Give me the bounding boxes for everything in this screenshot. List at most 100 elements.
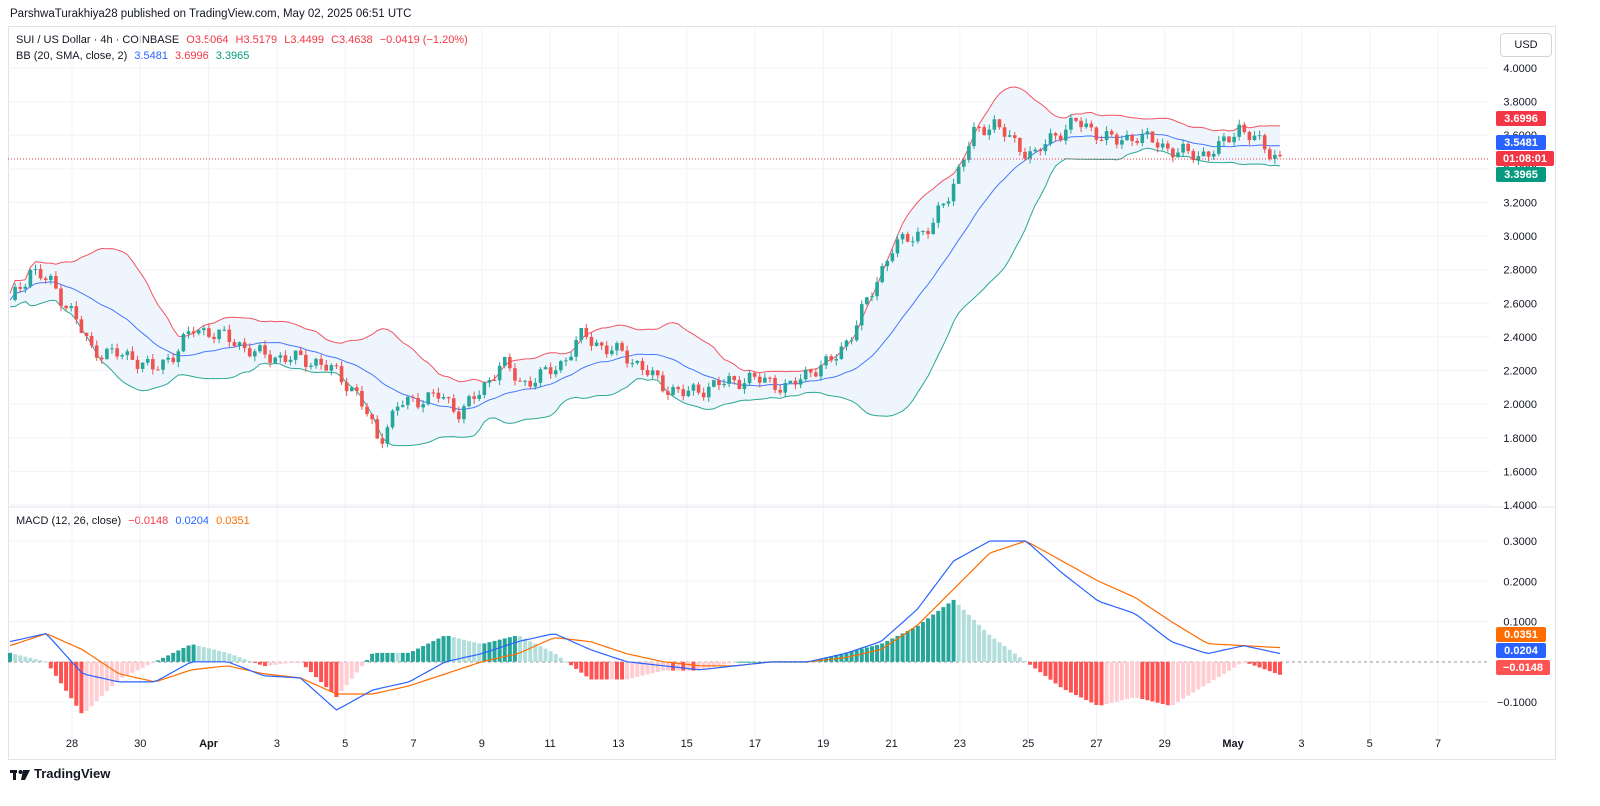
time-tick-label: May xyxy=(1222,738,1244,750)
candle-body xyxy=(186,331,191,335)
candle-body xyxy=(992,119,997,130)
histogram-bar xyxy=(727,661,732,664)
histogram-bar xyxy=(135,661,140,671)
histogram-bar xyxy=(477,643,482,662)
candle-body xyxy=(819,365,823,377)
candle-body xyxy=(1033,149,1037,152)
candle-body xyxy=(69,306,74,309)
histogram-bar xyxy=(303,661,308,668)
histogram-bar xyxy=(1119,661,1124,701)
candle-body xyxy=(951,183,956,202)
candle-body xyxy=(910,241,915,243)
histogram-bar xyxy=(977,624,982,662)
histogram-bar xyxy=(997,642,1002,662)
candle-body xyxy=(38,268,43,279)
candle-body xyxy=(1222,136,1226,142)
histogram-bar xyxy=(405,652,410,662)
currency-button[interactable]: USD xyxy=(1500,33,1552,57)
histogram-bar xyxy=(1114,661,1119,702)
candle-body xyxy=(227,329,232,343)
candle-body xyxy=(375,419,380,439)
histogram-bar xyxy=(915,625,920,662)
histogram-bar xyxy=(492,640,497,662)
histogram-bar xyxy=(38,660,43,662)
candle-body xyxy=(125,351,130,356)
histogram-bar xyxy=(247,660,252,662)
candle-body xyxy=(661,375,665,392)
histogram-bar xyxy=(1053,661,1058,684)
candle-body xyxy=(171,357,176,363)
macd-tick-label: 0.3000 xyxy=(1503,536,1537,548)
candles xyxy=(13,114,1282,449)
candle-body xyxy=(161,359,165,370)
candle-body xyxy=(757,376,762,383)
tag-macd-hist: −0.0148 xyxy=(1496,660,1550,675)
candle-body xyxy=(584,327,589,337)
symbol-title[interactable]: SUI / US Dollar · 4h · COINBASE xyxy=(16,34,180,46)
chart-frame xyxy=(8,26,1556,760)
histogram-bar xyxy=(757,661,762,663)
histogram-bar xyxy=(257,661,262,665)
candle-body xyxy=(1150,131,1155,143)
histogram-bar xyxy=(390,652,395,662)
histogram-bar xyxy=(574,661,579,669)
candle-body xyxy=(895,239,900,254)
candle-body xyxy=(518,380,522,382)
histogram-bar xyxy=(1033,661,1038,669)
histogram-bar xyxy=(512,635,517,662)
histogram-bar xyxy=(609,661,614,680)
tag-macd-hist-text: −0.0148 xyxy=(1503,662,1543,674)
histogram-bar xyxy=(625,661,630,680)
candle-body xyxy=(615,343,619,351)
histogram-bar xyxy=(426,643,431,662)
candle-body xyxy=(722,383,726,386)
candle-body xyxy=(752,372,757,377)
candle-body xyxy=(1084,123,1088,128)
candle-body xyxy=(156,369,160,371)
time-axis[interactable]: 28 30 Apr 3 5 7 9 11 13 15 17 19 21 23 25 27 29 May 3 5 7 xyxy=(66,738,1441,750)
candle-body xyxy=(263,345,267,355)
histogram-bar xyxy=(171,652,176,662)
histogram-bar xyxy=(324,661,329,688)
candle-body xyxy=(681,389,686,397)
histogram-bar xyxy=(263,661,268,667)
histogram-bar xyxy=(227,653,232,662)
candle-body xyxy=(436,392,441,399)
candle-body xyxy=(1267,149,1272,159)
macd-histogram xyxy=(8,599,1282,714)
macd-legend[interactable]: MACD (12, 26, close) −0.0148 0.0204 0.03… xyxy=(16,515,250,527)
candle-body xyxy=(304,354,308,367)
price-tick-label: 3.0000 xyxy=(1503,231,1537,243)
time-tick-label: 13 xyxy=(612,738,624,750)
histogram-bar xyxy=(1002,646,1007,662)
price-axis[interactable]: 4.00003.80003.60003.40003.20003.00002.80… xyxy=(1503,63,1537,512)
histogram-bar xyxy=(69,661,74,699)
histogram-bar xyxy=(497,639,502,662)
candle-body xyxy=(1125,134,1129,141)
candle-body xyxy=(1160,143,1165,148)
histogram-bar xyxy=(1007,649,1012,662)
ohlc-high: H3.5179 xyxy=(235,34,278,46)
candle-body xyxy=(477,394,482,399)
histogram-bar xyxy=(278,661,283,665)
histogram-bar xyxy=(53,661,58,676)
time-tick-label: 17 xyxy=(749,738,761,750)
histogram-bar xyxy=(115,661,120,682)
candle-body xyxy=(732,376,737,381)
histogram-bar xyxy=(48,661,53,669)
candle-body xyxy=(309,365,313,367)
candle-body xyxy=(406,396,410,406)
candle-body xyxy=(1232,136,1236,143)
histogram-bar xyxy=(74,661,79,706)
candle-body xyxy=(487,379,492,383)
tradingview-brand[interactable]: TradingView xyxy=(10,766,110,781)
macd-hist-value: −0.0148 xyxy=(128,515,169,527)
histogram-bar xyxy=(900,633,905,662)
candle-body xyxy=(1191,150,1196,161)
histogram-bar xyxy=(706,661,711,669)
time-tick-label: Apr xyxy=(199,738,219,750)
macd-axis[interactable]: 0.3000 0.2000 0.1000 −0.1000 xyxy=(1497,536,1537,709)
histogram-bar xyxy=(1257,661,1262,668)
candle-body xyxy=(390,410,395,428)
